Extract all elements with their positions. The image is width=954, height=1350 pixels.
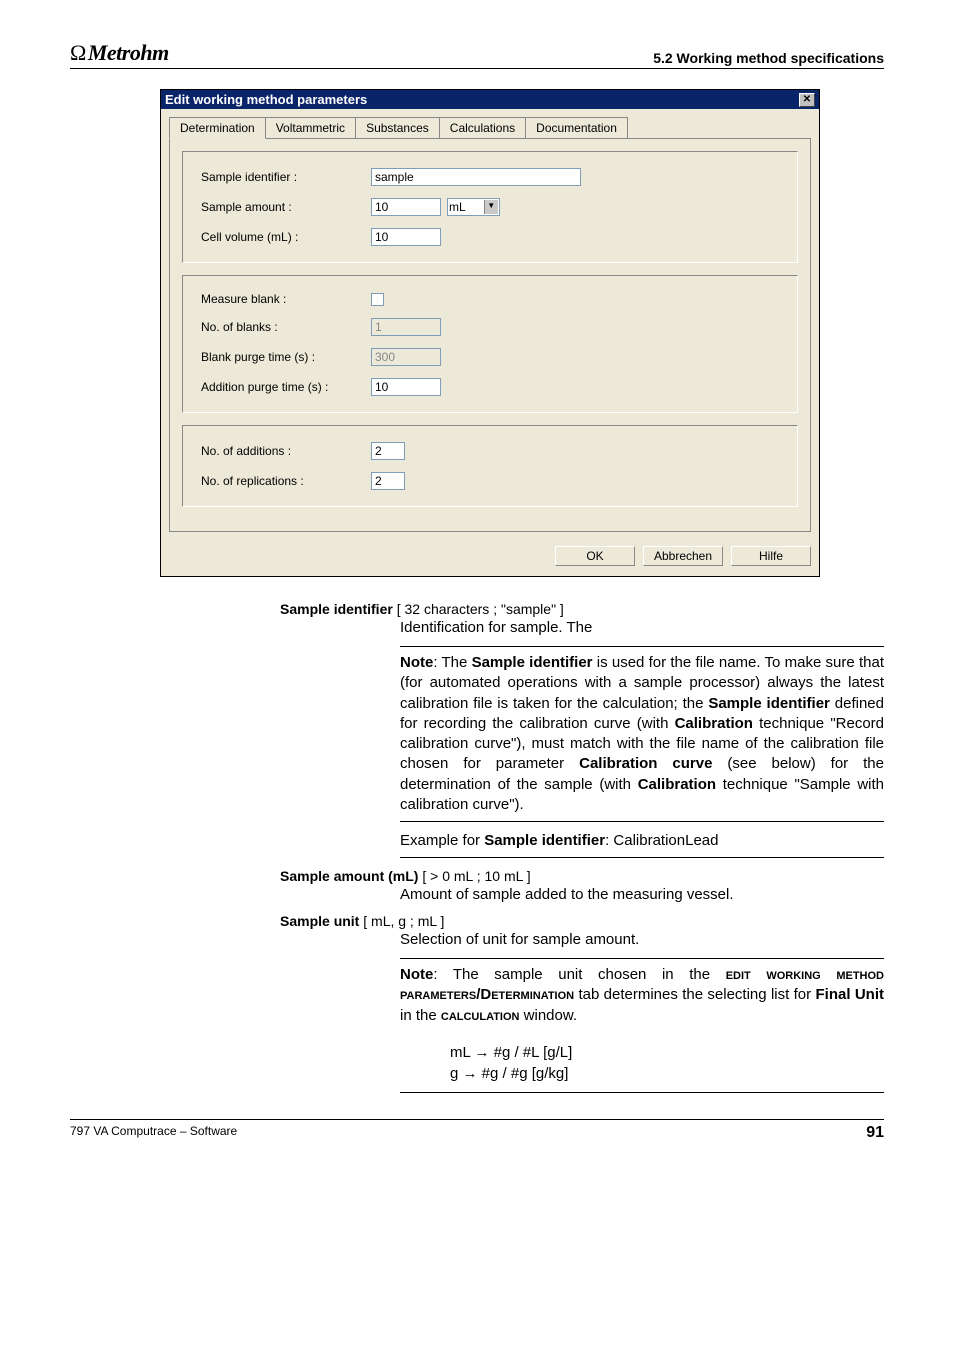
group-sample: Sample identifier : Sample amount : mL ▼… (182, 151, 798, 263)
input-no-additions[interactable] (371, 442, 405, 460)
brand-text: Metrohm (88, 40, 169, 65)
label-blank-purge: Blank purge time (s) : (201, 350, 371, 364)
input-no-replications[interactable] (371, 472, 405, 490)
unit-line-1: mL → #g / #L [g/L] (450, 1042, 884, 1063)
page-header: ΩMetrohm 5.2 Working method specificatio… (70, 40, 884, 69)
checkbox-measure-blank[interactable] (371, 293, 384, 306)
close-icon[interactable]: ✕ (799, 93, 815, 107)
section-title: 5.2 Working method specifications (653, 50, 884, 66)
label-sample-identifier: Sample identifier : (201, 170, 371, 184)
input-sample-amount[interactable] (371, 198, 441, 216)
def-sample-amount: Sample amount (mL) [ > 0 mL ; 10 mL ] (280, 868, 884, 884)
group-additions: No. of additions : No. of replications : (182, 425, 798, 507)
select-sample-unit[interactable]: mL ▼ (447, 198, 500, 216)
rule (400, 1092, 884, 1093)
note-label: Note (400, 654, 433, 671)
unit-lines: mL → #g / #L [g/L] g → #g / #g [g/kg] (450, 1042, 884, 1084)
page-number: 91 (866, 1124, 884, 1142)
def-sample-unit: Sample unit [ mL, g ; mL ] (280, 913, 884, 929)
label-cell-volume: Cell volume (mL) : (201, 230, 371, 244)
brand-logo: ΩMetrohm (70, 40, 169, 66)
note-block-2: Note: The sample unit chosen in the edit… (400, 958, 884, 1032)
tab-body: Sample identifier : Sample amount : mL ▼… (169, 138, 811, 532)
def-sample-identifier: Sample identifier [ 32 characters ; "sam… (280, 601, 884, 617)
example-line: Example for Sample identifier: Calibrati… (400, 832, 884, 858)
ok-button[interactable]: OK (555, 546, 635, 566)
group-blank: Measure blank : No. of blanks : Blank pu… (182, 275, 798, 413)
page-footer: 797 VA Computrace – Software 91 (70, 1119, 884, 1142)
doc-body: Sample identifier [ 32 characters ; "sam… (70, 601, 884, 1093)
label-no-additions: No. of additions : (201, 444, 371, 458)
tab-determination[interactable]: Determination (169, 117, 266, 139)
dialog-buttons: OK Abbrechen Hilfe (161, 540, 819, 576)
input-addition-purge[interactable] (371, 378, 441, 396)
label-sample-amount: Sample amount : (201, 200, 371, 214)
unit-line-2: g → #g / #g [g/kg] (450, 1063, 884, 1084)
input-blank-purge (371, 348, 441, 366)
def-sa-desc: Amount of sample added to the measuring … (400, 886, 884, 903)
footer-left: 797 VA Computrace – Software (70, 1124, 237, 1142)
label-measure-blank: Measure blank : (201, 292, 371, 306)
label-no-replications: No. of replications : (201, 474, 371, 488)
def-si-bold: Sample identifier (280, 601, 393, 617)
def-si-rest: [ 32 characters ; "sample" ] (393, 601, 564, 617)
def-si-desc: Identification for sample. The (400, 619, 884, 636)
label-no-blanks: No. of blanks : (201, 320, 371, 334)
dialog-titlebar: Edit working method parameters ✕ (161, 90, 819, 109)
label-addition-purge: Addition purge time (s) : (201, 380, 371, 394)
cancel-button[interactable]: Abbrechen (643, 546, 723, 566)
note-block-1: Note: The Sample identifier is used for … (400, 646, 884, 822)
chevron-down-icon: ▼ (484, 200, 498, 214)
tab-documentation[interactable]: Documentation (525, 117, 628, 138)
tab-row: DeterminationVoltammetricSubstancesCalcu… (169, 117, 811, 139)
select-value: mL (449, 200, 466, 214)
tab-substances[interactable]: Substances (355, 117, 440, 138)
help-button[interactable]: Hilfe (731, 546, 811, 566)
input-no-blanks (371, 318, 441, 336)
dialog-title: Edit working method parameters (165, 92, 367, 107)
omega-icon: Ω (70, 40, 86, 65)
dialog-window: Edit working method parameters ✕ Determi… (160, 89, 820, 577)
tab-voltammetric[interactable]: Voltammetric (265, 117, 356, 138)
tab-calculations[interactable]: Calculations (439, 117, 526, 138)
def-su-desc: Selection of unit for sample amount. (400, 931, 884, 948)
input-sample-identifier[interactable] (371, 168, 581, 186)
input-cell-volume[interactable] (371, 228, 441, 246)
